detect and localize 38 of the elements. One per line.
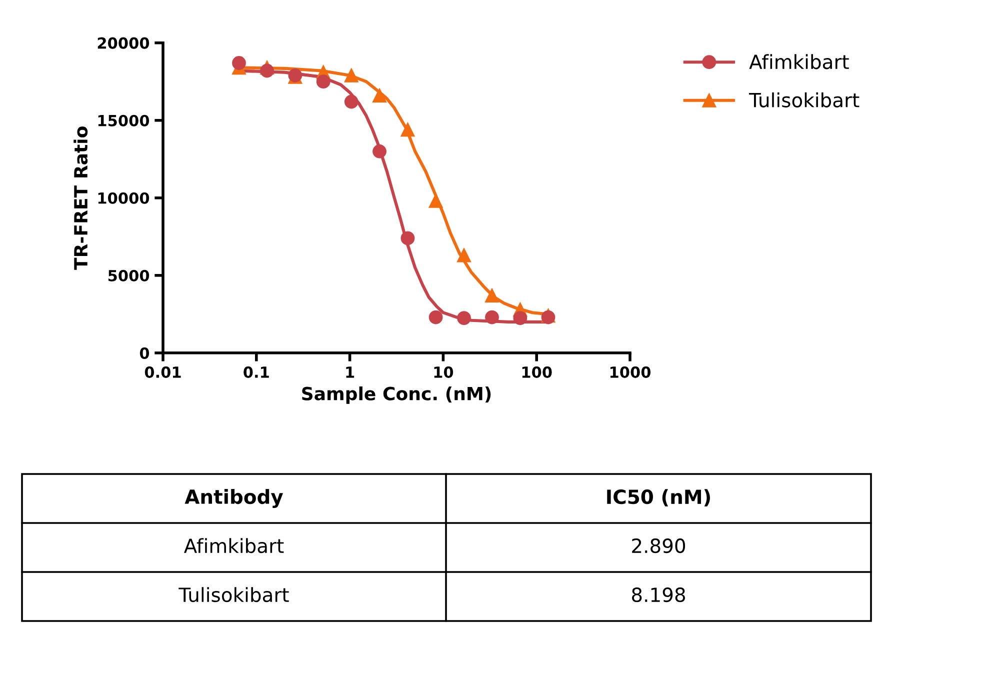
y-tick-label: 5000 (108, 270, 150, 282)
x-tick-label: 1 (346, 366, 354, 378)
x-tick-label: 100 (522, 366, 552, 378)
point (232, 56, 246, 70)
point (316, 74, 330, 89)
point (344, 94, 358, 109)
point (400, 231, 415, 246)
y-tick-label: 0 (140, 347, 150, 359)
text: 8.198 (632, 587, 685, 602)
legend-label: Tulisokibart (748, 92, 860, 108)
point (400, 122, 415, 137)
point (485, 288, 499, 302)
point (541, 310, 556, 324)
x-tick-label: 0.01 (144, 366, 181, 378)
text: Antibody (184, 489, 284, 508)
text: Tulisokibart (178, 587, 289, 602)
point (457, 248, 471, 262)
x-axis-title: Sample Conc. (nM) (302, 386, 491, 404)
point (372, 144, 386, 158)
point (428, 310, 443, 324)
y-tick-label: 20000 (98, 37, 150, 49)
x-tick-label: 1000 (610, 366, 651, 378)
point (260, 64, 274, 78)
point (485, 310, 499, 324)
point (457, 311, 471, 325)
point (372, 88, 386, 102)
y-axis-title: TR-FRET Ratio (74, 126, 88, 270)
text: Afimkibart (184, 538, 284, 554)
point (513, 311, 528, 325)
x-tick-label: 10 (434, 366, 454, 378)
text: IC50 (nM) (607, 489, 710, 506)
y-tick-label: 15000 (98, 114, 150, 126)
y-tick-label: 10000 (98, 192, 150, 204)
point (344, 68, 358, 82)
x-tick-label: 0.1 (244, 366, 269, 378)
point (428, 194, 443, 208)
text: 2.890 (632, 538, 686, 554)
legend-label: Afimkibart (749, 54, 849, 70)
